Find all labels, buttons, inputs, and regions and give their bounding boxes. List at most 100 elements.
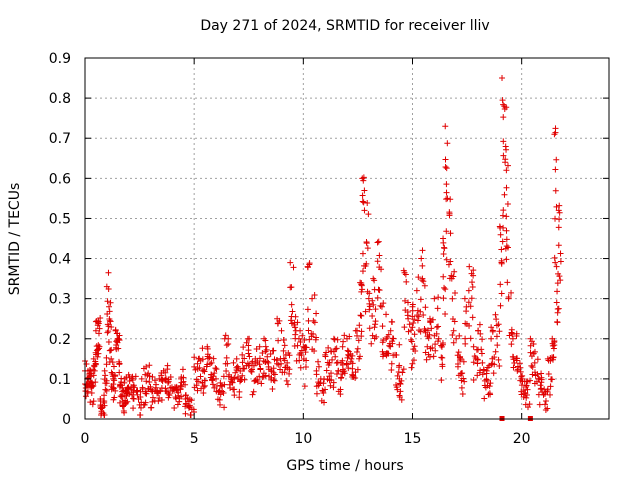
data-point <box>344 347 351 354</box>
data-point <box>95 350 102 357</box>
data-point <box>438 354 445 361</box>
data-point <box>332 346 339 353</box>
data-point <box>257 366 264 373</box>
data-point <box>508 326 515 333</box>
data-point <box>88 389 95 396</box>
data-point <box>254 379 261 386</box>
data-point <box>225 335 232 342</box>
data-point <box>91 367 98 374</box>
data-point <box>408 338 415 345</box>
data-point <box>359 268 366 275</box>
x-tick-label: 0 <box>81 431 90 447</box>
data-point <box>274 357 281 364</box>
data-point <box>95 320 102 327</box>
data-point <box>496 328 503 335</box>
data-point <box>369 297 376 304</box>
data-point <box>471 353 478 360</box>
data-point <box>410 319 417 326</box>
data-point <box>253 345 260 352</box>
data-point <box>546 391 553 398</box>
data-point <box>286 370 293 377</box>
data-point <box>182 381 189 388</box>
data-point <box>297 350 304 357</box>
data-point <box>358 282 365 289</box>
data-point <box>498 290 505 297</box>
data-point <box>542 401 549 408</box>
data-point <box>284 381 291 388</box>
data-point <box>241 355 248 362</box>
data-point <box>179 366 186 373</box>
data-point <box>503 243 510 250</box>
data-point <box>500 138 507 145</box>
data-point <box>371 324 378 331</box>
data-point <box>250 362 257 369</box>
data-point <box>241 365 248 372</box>
data-point <box>194 387 201 394</box>
data-point <box>405 299 412 306</box>
data-point <box>121 379 128 386</box>
data-point <box>474 372 481 379</box>
data-point <box>92 379 99 386</box>
y-tick-label: 0.9 <box>49 51 71 67</box>
data-point <box>554 288 561 295</box>
data-point <box>297 364 304 371</box>
data-point <box>424 327 431 334</box>
data-point <box>370 301 377 308</box>
x-tick-label: 10 <box>294 431 312 447</box>
data-point <box>323 367 330 374</box>
data-point <box>354 366 361 373</box>
data-point <box>418 255 425 262</box>
data-point <box>303 357 310 364</box>
data-point <box>149 394 156 401</box>
data-point <box>388 318 395 325</box>
data-point <box>188 406 195 413</box>
data-point <box>339 361 346 368</box>
data-point <box>555 242 562 249</box>
data-point <box>256 355 263 362</box>
data-point <box>410 357 417 364</box>
data-point <box>505 293 512 300</box>
data-point <box>480 367 487 374</box>
data-point <box>90 372 97 379</box>
data-point <box>167 373 174 380</box>
data-point <box>438 377 445 384</box>
data-point <box>130 389 137 396</box>
data-point <box>500 101 507 108</box>
data-point <box>275 361 282 368</box>
data-point <box>488 335 495 342</box>
data-point <box>368 340 375 347</box>
data-point <box>178 383 185 390</box>
y-tick-label: 0.3 <box>49 292 71 308</box>
data-point <box>338 374 345 381</box>
data-point <box>112 372 119 379</box>
data-point <box>217 391 224 398</box>
data-point <box>262 358 269 365</box>
data-point <box>487 380 494 387</box>
data-point <box>116 332 123 339</box>
data-point <box>363 240 370 247</box>
data-point <box>362 308 369 315</box>
data-point <box>304 264 311 271</box>
data-point <box>553 156 560 163</box>
data-point <box>311 292 318 299</box>
y-tick-label: 0.1 <box>49 372 71 388</box>
data-point <box>95 342 102 349</box>
data-point <box>361 207 368 214</box>
data-point <box>538 385 545 392</box>
data-point <box>220 390 227 397</box>
data-point <box>408 327 415 334</box>
data-point <box>556 216 563 223</box>
data-point <box>361 187 368 194</box>
data-point <box>443 189 450 196</box>
data-point <box>140 401 147 408</box>
data-point <box>396 341 403 348</box>
data-point <box>341 368 348 375</box>
data-point <box>101 411 108 418</box>
data-point <box>400 366 407 373</box>
data-point <box>470 343 477 350</box>
data-point <box>201 368 208 375</box>
data-point <box>124 384 131 391</box>
data-point <box>552 187 559 194</box>
data-point <box>134 387 141 394</box>
data-point <box>439 354 446 361</box>
